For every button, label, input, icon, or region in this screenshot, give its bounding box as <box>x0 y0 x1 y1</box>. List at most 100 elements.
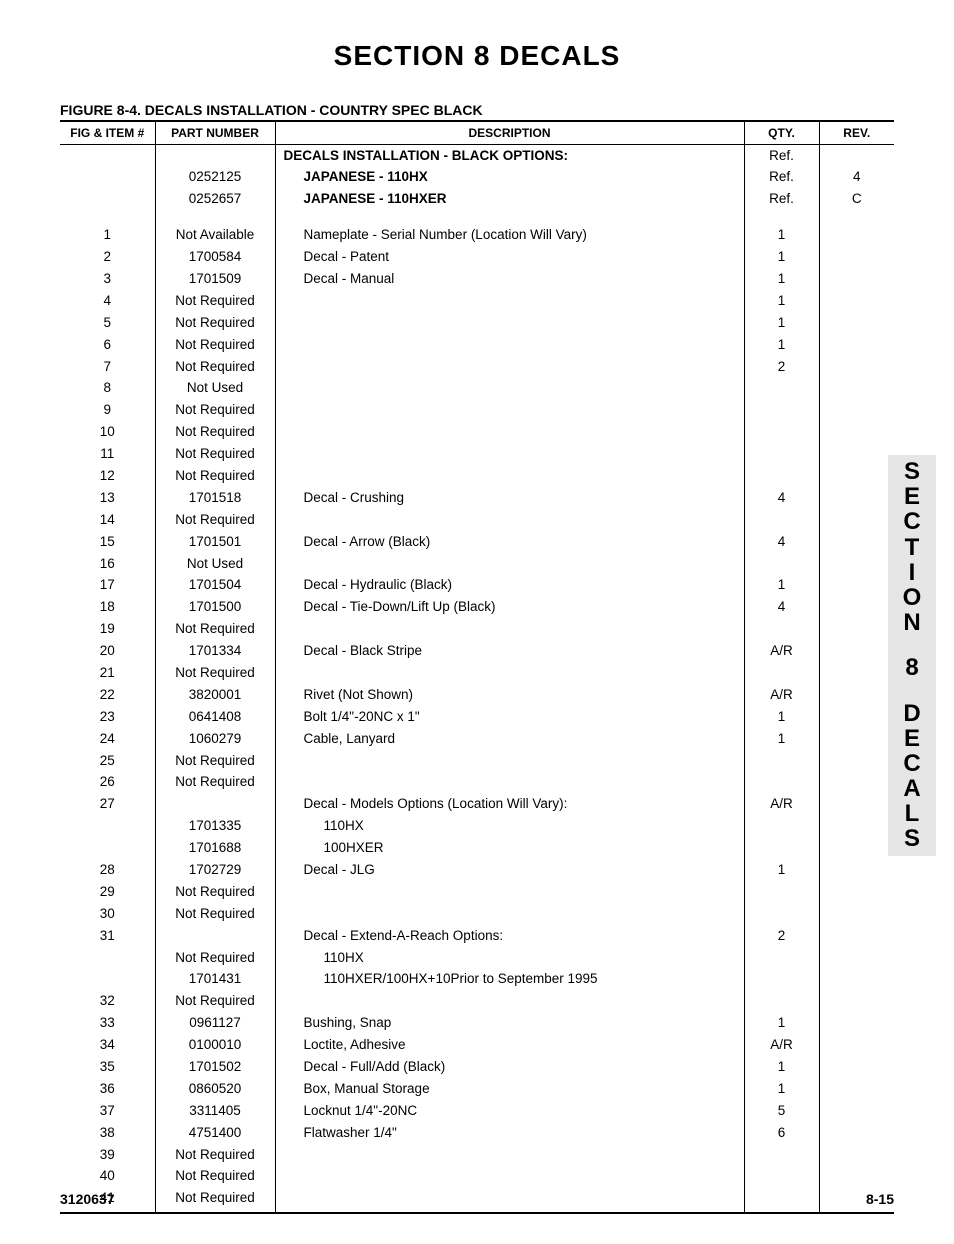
cell-desc <box>275 1166 744 1188</box>
cell-fig: 22 <box>60 684 155 706</box>
cell-qty <box>744 619 819 641</box>
cell-desc <box>275 881 744 903</box>
cell-desc <box>275 509 744 531</box>
cell-rev <box>819 465 894 487</box>
cell-part: 1701334 <box>155 641 275 663</box>
cell-rev <box>819 1078 894 1100</box>
cell-desc <box>275 553 744 575</box>
cell-qty: A/R <box>744 794 819 816</box>
cell-fig: 19 <box>60 619 155 641</box>
side-tab-char: C <box>888 509 936 534</box>
cell-rev <box>819 860 894 882</box>
cell-rev <box>819 619 894 641</box>
cell-fig: 17 <box>60 575 155 597</box>
table-row: 223820001Rivet (Not Shown)A/R <box>60 684 894 706</box>
cell-desc: Decal - Tie-Down/Lift Up (Black) <box>275 597 744 619</box>
cell-desc: 110HX <box>275 947 744 969</box>
cell-fig: 29 <box>60 881 155 903</box>
cell-part: Not Required <box>155 334 275 356</box>
cell-rev <box>819 1166 894 1188</box>
cell-qty <box>744 991 819 1013</box>
cell-desc <box>275 356 744 378</box>
table-row: 340100010Loctite, AdhesiveA/R <box>60 1035 894 1057</box>
table-row: 12Not Required <box>60 465 894 487</box>
cell-qty <box>744 750 819 772</box>
table-row: Not Required110HX <box>60 947 894 969</box>
cell-part: Not Used <box>155 378 275 400</box>
cell-rev <box>819 1035 894 1057</box>
cell-part: 1701500 <box>155 597 275 619</box>
cell-rev <box>819 728 894 750</box>
cell-rev <box>819 838 894 860</box>
cell-desc: Rivet (Not Shown) <box>275 684 744 706</box>
cell-part: 0961127 <box>155 1013 275 1035</box>
cell-fig: 26 <box>60 772 155 794</box>
table-row: 10Not Required <box>60 422 894 444</box>
figure-title: FIGURE 8-4. DECALS INSTALLATION - COUNTR… <box>60 102 894 118</box>
col-part: PART NUMBER <box>155 121 275 145</box>
cell-desc <box>275 903 744 925</box>
footer-left: 3120637 <box>60 1191 115 1207</box>
cell-rev <box>819 881 894 903</box>
cell-part: Not Required <box>155 312 275 334</box>
cell-part: Not Required <box>155 422 275 444</box>
cell-qty: 1 <box>744 575 819 597</box>
cell-part: Not Required <box>155 662 275 684</box>
cell-fig: 36 <box>60 1078 155 1100</box>
cell-desc <box>275 465 744 487</box>
cell-qty <box>744 662 819 684</box>
cell-rev <box>819 706 894 728</box>
table-row: 32Not Required <box>60 991 894 1013</box>
cell-rev <box>819 487 894 509</box>
cell-fig <box>60 969 155 991</box>
cell-fig: 28 <box>60 860 155 882</box>
cell-qty: 1 <box>744 290 819 312</box>
cell-part: 0641408 <box>155 706 275 728</box>
cell-rev <box>819 312 894 334</box>
cell-rev <box>819 225 894 247</box>
cell-rev <box>819 145 894 167</box>
cell-fig: 40 <box>60 1166 155 1188</box>
cell-qty: 5 <box>744 1100 819 1122</box>
cell-desc: 110HX <box>275 816 744 838</box>
cell-part: Not Required <box>155 991 275 1013</box>
cell-desc: Decal - Hydraulic (Black) <box>275 575 744 597</box>
cell-rev <box>819 509 894 531</box>
cell-desc <box>275 290 744 312</box>
side-tab-char: N <box>888 610 936 635</box>
table-row: 27Decal - Models Options (Location Will … <box>60 794 894 816</box>
cell-fig: 37 <box>60 1100 155 1122</box>
cell-fig: 5 <box>60 312 155 334</box>
cell-rev <box>819 247 894 269</box>
cell-fig: 12 <box>60 465 155 487</box>
cell-qty: 6 <box>744 1122 819 1144</box>
cell-rev <box>819 531 894 553</box>
cell-fig: 18 <box>60 597 155 619</box>
cell-part: 1701501 <box>155 531 275 553</box>
cell-rev <box>819 597 894 619</box>
table-row: 241060279Cable, Lanyard1 <box>60 728 894 750</box>
side-tab-char: D <box>888 701 936 726</box>
cell-qty: 1 <box>744 860 819 882</box>
cell-fig: 38 <box>60 1122 155 1144</box>
cell-part: 3820001 <box>155 684 275 706</box>
cell-part: 1701431 <box>155 969 275 991</box>
table-row <box>60 211 894 225</box>
cell-fig: 7 <box>60 356 155 378</box>
cell-rev <box>819 662 894 684</box>
table-row: 171701504Decal - Hydraulic (Black)1 <box>60 575 894 597</box>
table-row: 373311405Locknut 1/4"-20NC5 <box>60 1100 894 1122</box>
cell-part <box>155 925 275 947</box>
side-tab-char: S <box>888 459 936 484</box>
table-row: 7Not Required2 <box>60 356 894 378</box>
cell-part: Not Required <box>155 290 275 312</box>
cell-fig <box>60 838 155 860</box>
cell-fig <box>60 145 155 167</box>
cell-rev <box>819 400 894 422</box>
cell-fig: 10 <box>60 422 155 444</box>
cell-qty <box>744 1144 819 1166</box>
cell-fig <box>60 816 155 838</box>
table-row: 31Decal - Extend-A-Reach Options:2 <box>60 925 894 947</box>
cell-part: 3311405 <box>155 1100 275 1122</box>
cell-part: Not Used <box>155 553 275 575</box>
